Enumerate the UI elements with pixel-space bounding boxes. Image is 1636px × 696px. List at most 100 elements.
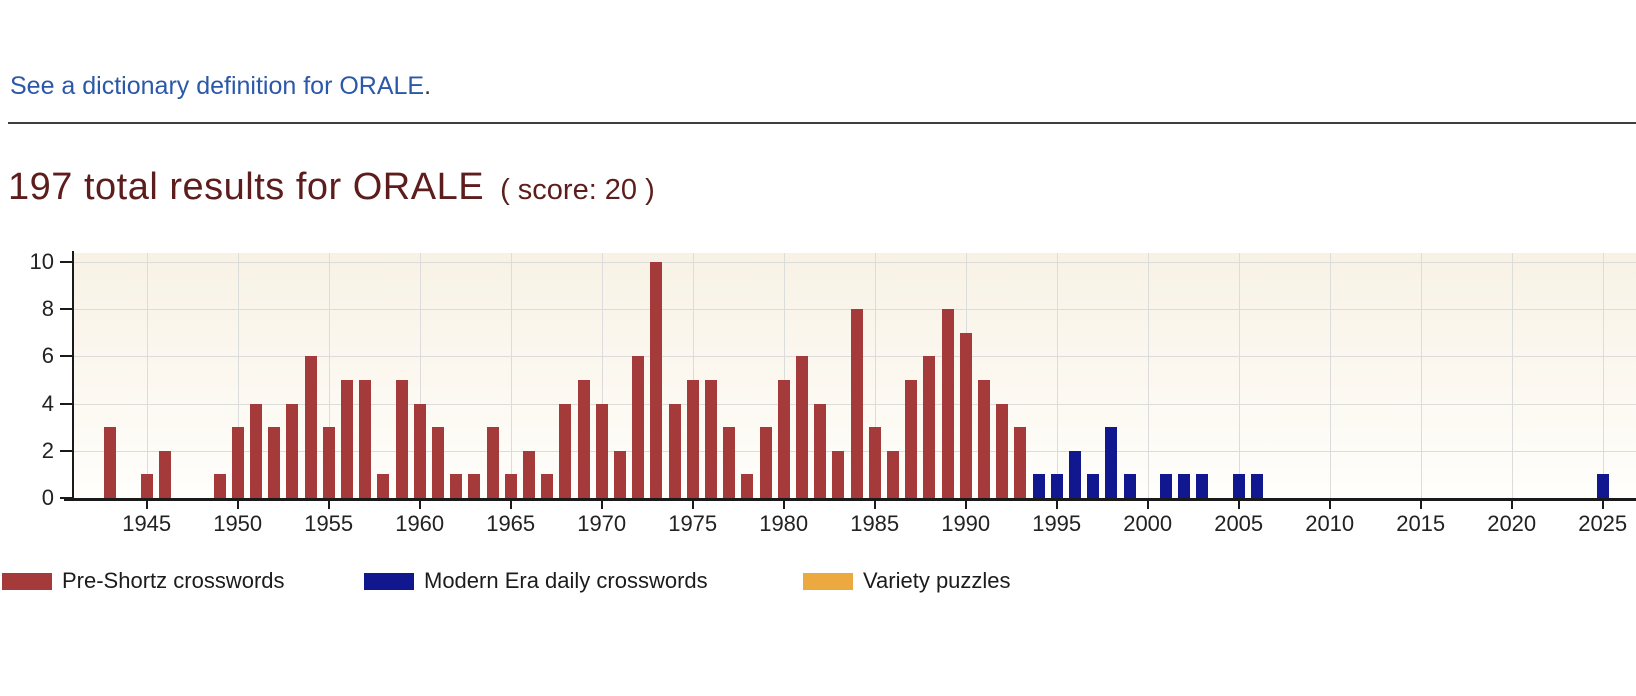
chart-bar-1971 [613,450,626,498]
dictionary-definition-link[interactable]: See a dictionary definition for ORALE [10,72,425,100]
x-axis-line [64,498,1636,501]
x-gridline [510,253,512,498]
results-count-text: 197 total results for ORALE [8,166,485,208]
x-gridline [692,253,694,498]
chart-bar-1978 [741,474,754,498]
chart-bar-1990 [959,332,972,498]
x-axis-tick [145,501,148,509]
chart-bar-2005 [1232,474,1245,498]
y-axis-label: 8 [41,296,54,322]
chart-bar-1959 [395,380,408,498]
chart-bar-1965 [504,474,517,498]
y-axis-label: 4 [41,390,54,416]
score-text: ( score: 20 ) [500,174,655,206]
x-axis-tick [327,501,330,509]
y-axis-tick [60,449,72,452]
chart-bar-2003 [1196,474,1209,498]
chart-bar-1969 [577,380,590,498]
chart-bar-1949 [213,474,226,498]
chart-bar-1998 [1105,427,1118,498]
x-gridline [874,253,876,498]
x-axis-label: 1990 [941,511,991,536]
x-axis-label: 1965 [486,511,536,536]
chart-bar-1943 [104,427,117,498]
x-axis-tick [236,501,239,509]
chart-bar-1997 [1087,474,1100,498]
y-axis-label: 2 [41,437,54,463]
x-axis-label: 1950 [213,511,263,536]
chart-legend: Pre-Shortz crosswords Modern Era daily c… [0,570,1200,596]
x-axis-tick [1146,501,1149,509]
x-axis-tick [1601,501,1604,509]
x-axis-label: 1980 [759,511,809,536]
x-gridline [783,253,785,498]
x-axis-label: 1955 [304,511,354,536]
chart-bar-1980 [777,380,790,498]
x-gridline [1147,253,1149,498]
x-axis-label: 2010 [1305,511,1355,536]
chart-bar-1981 [795,356,808,498]
chart-bar-2002 [1178,474,1191,498]
divider [8,122,1636,124]
x-gridline [146,253,148,498]
chart-bar-1989 [941,309,954,498]
y-gridline [74,262,1636,263]
x-gridline [328,253,330,498]
chart-bar-1945 [140,474,153,498]
chart-bar-1958 [377,474,390,498]
y-axis-line [72,251,74,500]
chart-bar-1960 [413,403,426,498]
chart-bar-2006 [1250,474,1263,498]
chart-bar-1946 [158,450,171,498]
chart-bar-2001 [1159,474,1172,498]
chart-bar-1962 [450,474,463,498]
chart-bar-1984 [850,309,863,498]
chart-bar-1991 [977,380,990,498]
chart-bar-1973 [650,262,663,498]
x-gridline [419,253,421,498]
chart-bar-1975 [686,380,699,498]
x-axis-tick [1055,501,1058,509]
x-axis-label: 2000 [1123,511,1173,536]
x-axis-label: 2005 [1214,511,1264,536]
x-axis-tick [1419,501,1422,509]
variety-swatch [803,573,853,590]
chart-bar-1953 [286,403,299,498]
legend-label: Variety puzzles [863,568,1011,593]
x-gridline [1329,253,1331,498]
chart-bar-1964 [486,427,499,498]
chart-bar-1977 [723,427,736,498]
x-axis-label: 1995 [1032,511,1082,536]
dictionary-link-line: See a dictionary definition for ORALE. [10,70,431,102]
x-gridline [1238,253,1240,498]
x-gridline [1511,253,1513,498]
x-axis-tick [691,501,694,509]
y-axis-tick [60,355,72,358]
usage-by-year-chart: 0 2 4 6 8 10 1945 1950 1955 1960 1965 1970 1975 1980 1… [0,240,1636,600]
chart-bar-1951 [249,403,262,498]
y-axis-label: 10 [29,249,54,274]
y-axis-label: 6 [41,343,54,369]
x-axis-label: 2020 [1487,511,1537,536]
x-axis-label: 1945 [122,511,172,536]
x-axis-label: 1985 [850,511,900,536]
chart-bar-1963 [468,474,481,498]
x-axis-label: 1975 [668,511,718,536]
chart-bar-1972 [632,356,645,498]
chart-bar-2025 [1596,474,1609,498]
chart-bar-1957 [359,380,372,498]
x-axis-tick [964,501,967,509]
chart-bar-1988 [923,356,936,498]
chart-bar-1992 [996,403,1009,498]
chart-bar-1993 [1014,427,1027,498]
x-axis-tick [418,501,421,509]
chart-bar-1994 [1032,474,1045,498]
x-axis-tick [1510,501,1513,509]
chart-bar-1996 [1068,450,1081,498]
y-axis-tick [60,402,72,405]
x-axis-tick [1328,501,1331,509]
y-axis-label: 0 [41,485,54,510]
chart-bar-1999 [1123,474,1136,498]
chart-bar-1986 [886,450,899,498]
